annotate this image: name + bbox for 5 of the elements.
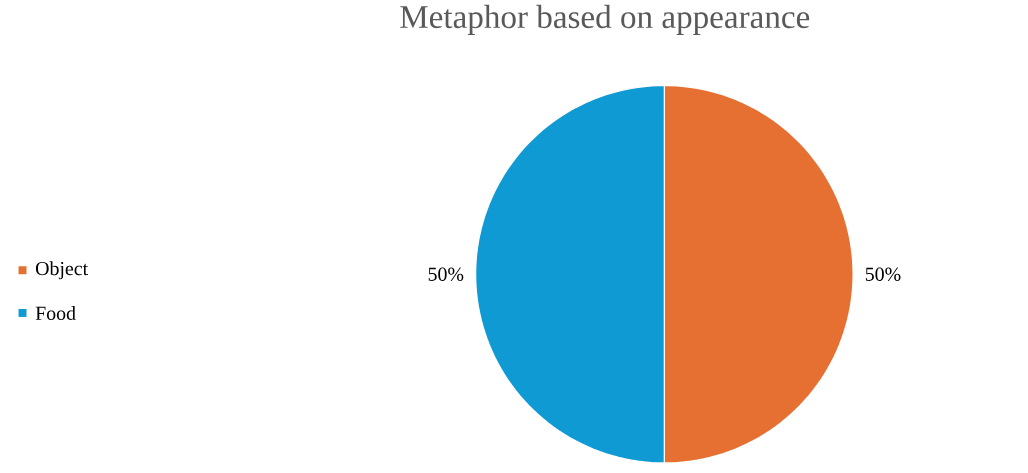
- legend-label: Food: [35, 306, 76, 320]
- chart-title: Metaphor based on appearance: [400, 4, 810, 35]
- data-label: 50%: [428, 267, 464, 281]
- legend-label: Object: [35, 261, 88, 280]
- data-label: 50%: [865, 267, 901, 281]
